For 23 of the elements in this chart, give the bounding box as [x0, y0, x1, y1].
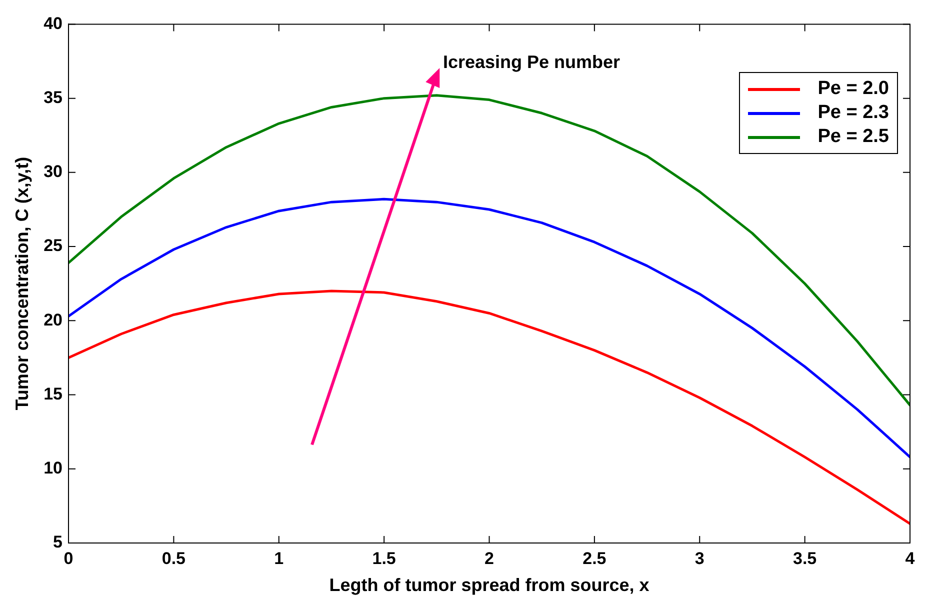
y-tick-label: 25: [44, 236, 63, 256]
legend-label: Pe = 2.3: [818, 101, 889, 126]
x-axis-title: Legth of tumor spread from source, x: [329, 575, 650, 596]
x-tick-label: 0: [64, 548, 74, 568]
y-tick-label: 10: [44, 458, 63, 478]
x-tick-label: 0.5: [162, 548, 186, 568]
y-tick-label: 20: [44, 310, 63, 330]
y-tick-label: 30: [44, 162, 63, 182]
x-tick-label: 3.5: [792, 548, 817, 568]
y-tick-label: 35: [44, 88, 63, 107]
y-tick-label: 5: [53, 532, 63, 552]
annotation: Icreasing Pe number: [442, 52, 620, 72]
legend-label: Pe = 2.0: [818, 77, 889, 102]
x-tick-label: 1: [274, 548, 284, 568]
x-tick-label: 1.5: [372, 548, 396, 568]
x-tick-label: 2.5: [582, 548, 606, 568]
x-tick-label: 2: [484, 548, 494, 568]
y-tick-label: 15: [44, 384, 63, 404]
legend-label: Pe = 2.5: [818, 125, 889, 150]
y-axis-title: Tumor concentration, C (x,y,t): [12, 156, 32, 410]
y-tick-label: 40: [44, 14, 63, 33]
x-tick-label: 4: [905, 548, 916, 568]
x-tick-label: 3: [694, 548, 704, 568]
